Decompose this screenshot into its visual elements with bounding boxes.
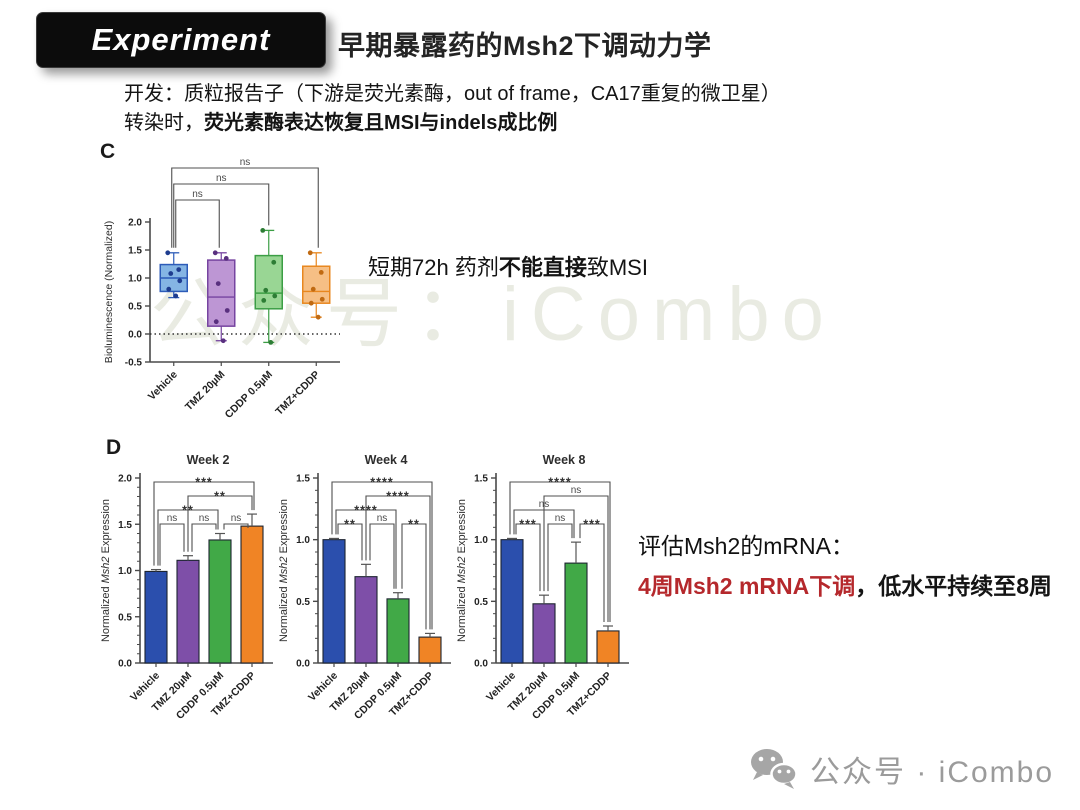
svg-text:1.0: 1.0 (474, 535, 488, 546)
week-2-bar-chart: Week 2 Normalized Msh2 Expression 0.0 0.5 1.… (96, 448, 276, 753)
svg-text:ns: ns (231, 513, 242, 524)
panel-c-note: 短期72h 药剂不能直接致MSI (368, 250, 648, 282)
intro-line-2-prefix: 转染时， (124, 112, 204, 134)
wechat-icon (751, 749, 798, 789)
svg-text:Vehicle: Vehicle (146, 369, 180, 403)
svg-text:0.5: 0.5 (128, 302, 142, 313)
svg-text:Week 4: Week 4 (365, 453, 408, 467)
svg-text:0.0: 0.0 (118, 659, 132, 670)
svg-text:ns: ns (216, 173, 227, 184)
panel-c-label: C (100, 140, 116, 163)
week-8-bar-chart: Week 8 Normalized Msh2 Expression 0.0 0.5 1.… (452, 448, 632, 753)
svg-text:ns: ns (377, 513, 388, 524)
svg-text:Week 8: Week 8 (543, 453, 586, 467)
svg-text:0.0: 0.0 (296, 659, 310, 670)
svg-text:1.5: 1.5 (474, 474, 488, 485)
svg-text:ns: ns (167, 513, 178, 524)
svg-text:ns: ns (555, 513, 566, 524)
svg-text:***: *** (195, 476, 213, 490)
svg-text:Normalized Msh2 Expression: Normalized Msh2 Expression (278, 499, 290, 642)
intro-text: 开发：质粒报告子（下游是荧光素酶，out of frame，CA17重复的微卫星… (124, 80, 781, 138)
svg-text:****: **** (370, 476, 393, 490)
intro-line-2: 转染时，荧光素酶表达恢复且MSI与indels成比例 (124, 109, 781, 138)
svg-text:1.5: 1.5 (118, 520, 132, 531)
svg-text:0.5: 0.5 (296, 597, 310, 608)
svg-text:Week 2: Week 2 (187, 453, 230, 467)
svg-text:CDDP 0.5µM: CDDP 0.5µM (223, 368, 275, 420)
svg-text:1.5: 1.5 (296, 474, 310, 485)
svg-text:Normalized Msh2 Expression: Normalized Msh2 Expression (456, 499, 468, 642)
svg-text:0.0: 0.0 (474, 659, 488, 670)
panel-c-boxplot: Bioluminescence (Normalized) -0.5 0.0 0.5 1.… (98, 150, 353, 428)
svg-text:TMZ+CDDP: TMZ+CDDP (273, 369, 322, 418)
page-title: 早期暴露药的Msh2下调动力学 (338, 31, 712, 61)
svg-text:**: ** (214, 490, 226, 504)
svg-text:0.5: 0.5 (474, 597, 488, 608)
svg-text:ns: ns (571, 485, 582, 496)
panel-d-note-line-1: 评估Msh2的mRNA： (638, 533, 854, 559)
panel-d-note-red: 4周Msh2 mRNA下调 (638, 573, 856, 599)
panel-d-note-black: ，低水平持续至8周 (855, 573, 1053, 599)
svg-text:1.0: 1.0 (118, 566, 132, 577)
svg-text:2.0: 2.0 (128, 218, 142, 229)
experiment-badge-label: Experiment (91, 22, 271, 57)
svg-text:ns: ns (240, 157, 251, 168)
svg-text:Bioluminescence (Normalized): Bioluminescence (Normalized) (103, 221, 115, 363)
panel-c-note-suffix: 致MSI (586, 255, 648, 280)
svg-text:**: ** (408, 518, 420, 532)
svg-text:0.5: 0.5 (118, 612, 132, 623)
svg-text:ns: ns (539, 499, 550, 510)
svg-text:TMZ 20µM: TMZ 20µM (183, 368, 228, 413)
panel-d-note: 评估Msh2的mRNA： 4周Msh2 mRNA下调，低水平持续至8周 (638, 527, 1052, 607)
week-4-bar-chart: Week 4 Normalized Msh2 Expression 0.0 0.5 1.… (274, 448, 454, 753)
svg-text:0.0: 0.0 (128, 330, 142, 341)
svg-text:2.0: 2.0 (118, 474, 132, 485)
svg-text:**: ** (182, 504, 194, 518)
svg-text:ns: ns (199, 513, 210, 524)
panel-d-note-line-2: 4周Msh2 mRNA下调，低水平持续至8周 (638, 567, 1052, 601)
svg-text:ns: ns (192, 189, 203, 200)
svg-text:1.0: 1.0 (296, 535, 310, 546)
svg-text:-0.5: -0.5 (125, 358, 143, 369)
svg-text:1.5: 1.5 (128, 246, 142, 257)
svg-text:***: *** (583, 518, 601, 532)
intro-line-2-bold: 荧光素酶表达恢复且MSI与indels成比例 (204, 112, 558, 134)
intro-line-1: 开发：质粒报告子（下游是荧光素酶，out of frame，CA17重复的微卫星… (124, 83, 781, 105)
svg-text:**: ** (344, 518, 356, 532)
footer-watermark: 公众号 · iCombo (748, 746, 1054, 792)
svg-text:1.0: 1.0 (128, 274, 142, 285)
experiment-badge: Experiment (36, 12, 326, 68)
panel-d-label: D (106, 436, 122, 459)
footer-watermark-text: 公众号 · iCombo (810, 756, 1055, 789)
svg-text:Normalized Msh2 Expression: Normalized Msh2 Expression (100, 499, 112, 642)
panel-c-note-prefix: 短期72h 药剂 (368, 255, 499, 280)
svg-text:****: **** (386, 490, 409, 504)
svg-text:***: *** (519, 518, 537, 532)
panel-c-note-bold: 不能直接 (498, 255, 587, 280)
svg-text:****: **** (354, 504, 377, 518)
svg-text:****: **** (548, 476, 571, 490)
